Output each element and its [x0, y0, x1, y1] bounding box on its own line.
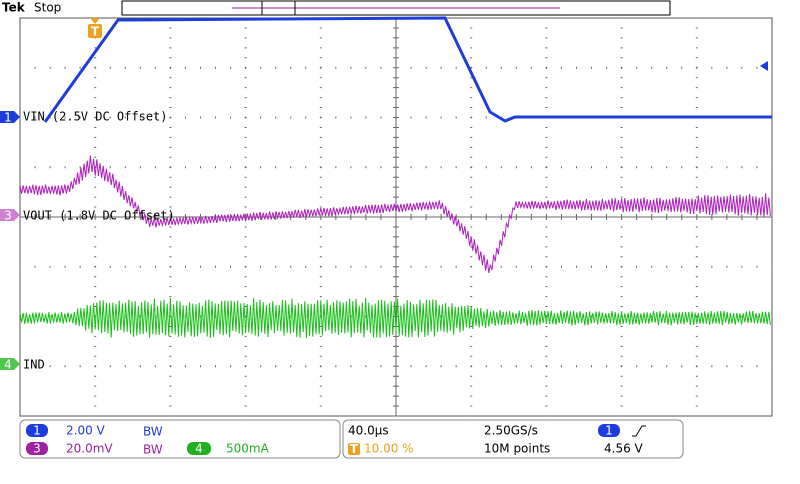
trigger-source: 1	[605, 424, 613, 438]
ch1-trace-label: VIN (2.5V DC Offset)	[23, 110, 168, 124]
trigger-pos-icon: T	[350, 442, 359, 456]
ch3-waveform	[19, 155, 771, 273]
timebase: 40.0µs	[348, 424, 389, 438]
trigger-level: 4.56 V	[604, 442, 644, 456]
acq-status: Stop	[34, 1, 61, 15]
ch1-marker	[0, 111, 20, 123]
trigger-pos-badge	[348, 443, 360, 455]
waveforms	[19, 16, 772, 339]
record-length: 10M points	[484, 442, 550, 456]
trigger-source-badge	[598, 424, 620, 437]
ch3-badge	[26, 442, 48, 455]
acq-readout	[342, 419, 684, 459]
ch4-badge	[187, 442, 211, 455]
trigger-slope	[632, 425, 646, 437]
trigger-level-marker	[760, 61, 768, 71]
brand: Tek	[2, 1, 26, 15]
sample-rate: 2.50GS/s	[484, 424, 538, 438]
ch1-badge	[26, 424, 48, 437]
ch1-marker-label: 1	[4, 111, 12, 125]
channel-readout	[19, 419, 341, 459]
ch1-badge-label: 1	[33, 424, 41, 438]
trigger-position: 10.00 %	[364, 442, 414, 456]
ch4-waveform	[19, 297, 771, 339]
ch1-waveform	[43, 16, 772, 123]
view-window	[261, 0, 296, 16]
trigger-marker	[88, 24, 102, 38]
ch1-bw: BW	[143, 425, 163, 439]
ch3-marker	[0, 209, 20, 221]
ch3-scale: 20.0mV	[66, 442, 113, 456]
trigger-marker-label: T	[91, 25, 100, 39]
ch3-badge-label: 3	[33, 442, 41, 456]
ch1-scale: 2.00 V	[66, 424, 106, 438]
ch4-marker	[0, 358, 20, 370]
ch4-marker-label: 4	[4, 358, 12, 372]
ch3-marker-label: 3	[4, 209, 12, 223]
trigger-arrow	[90, 18, 100, 24]
ch4-scale: 500mA	[226, 442, 270, 456]
ch4-trace-label: IND	[23, 358, 45, 372]
ch3-bw: BW	[143, 443, 163, 457]
ch4-badge-label: 4	[195, 442, 203, 456]
ch3-trace-label: VOUT (1.8V DC Offset)	[23, 209, 175, 223]
